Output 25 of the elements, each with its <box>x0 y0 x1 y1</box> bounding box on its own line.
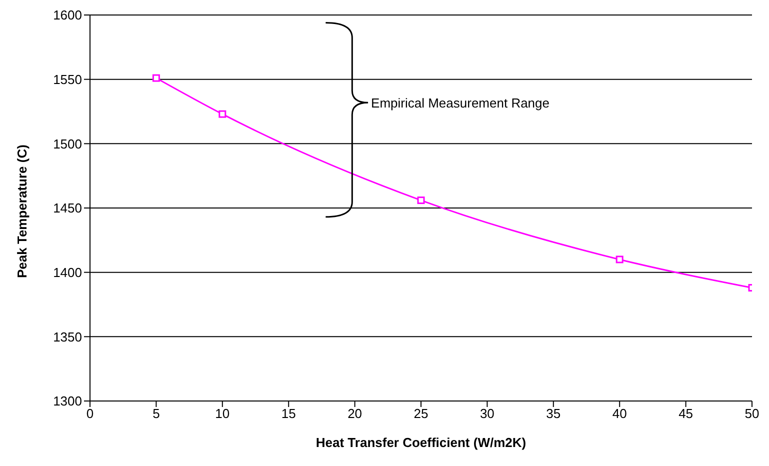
point <box>616 256 624 264</box>
y-tick-label: 1500 <box>53 136 82 152</box>
x-tick-label: 50 <box>744 406 760 422</box>
x-tick-label: 15 <box>281 406 296 422</box>
point <box>218 110 226 118</box>
x-tick-label: 45 <box>678 406 694 422</box>
annotation: Empirical Measurement Range <box>371 96 550 111</box>
point <box>152 74 160 82</box>
x-tick-label: 30 <box>480 406 494 422</box>
x-axis-title: Heat Transfer Coefficient (W/m2K) <box>316 435 526 450</box>
y-tick-label: 1550 <box>53 72 82 87</box>
x-tick-label: 0 <box>86 406 94 422</box>
y-tick-label: 1350 <box>53 329 82 344</box>
x-tick-label: 40 <box>612 406 627 422</box>
y-axis-title: Peak Temperature (C) <box>14 144 30 278</box>
y-tick-label: 1300 <box>53 394 82 409</box>
x-tick-label: 35 <box>546 406 561 422</box>
x-tick-label: 5 <box>152 406 160 422</box>
x-tick-label: 10 <box>215 406 230 422</box>
y-tick-label: 1600 <box>53 8 82 23</box>
point <box>417 196 425 204</box>
y-tick-label: 1450 <box>53 200 82 216</box>
x-tick-label: 25 <box>414 406 428 422</box>
x-tick-label: 20 <box>348 406 362 422</box>
y-tick-label: 1400 <box>53 264 82 280</box>
